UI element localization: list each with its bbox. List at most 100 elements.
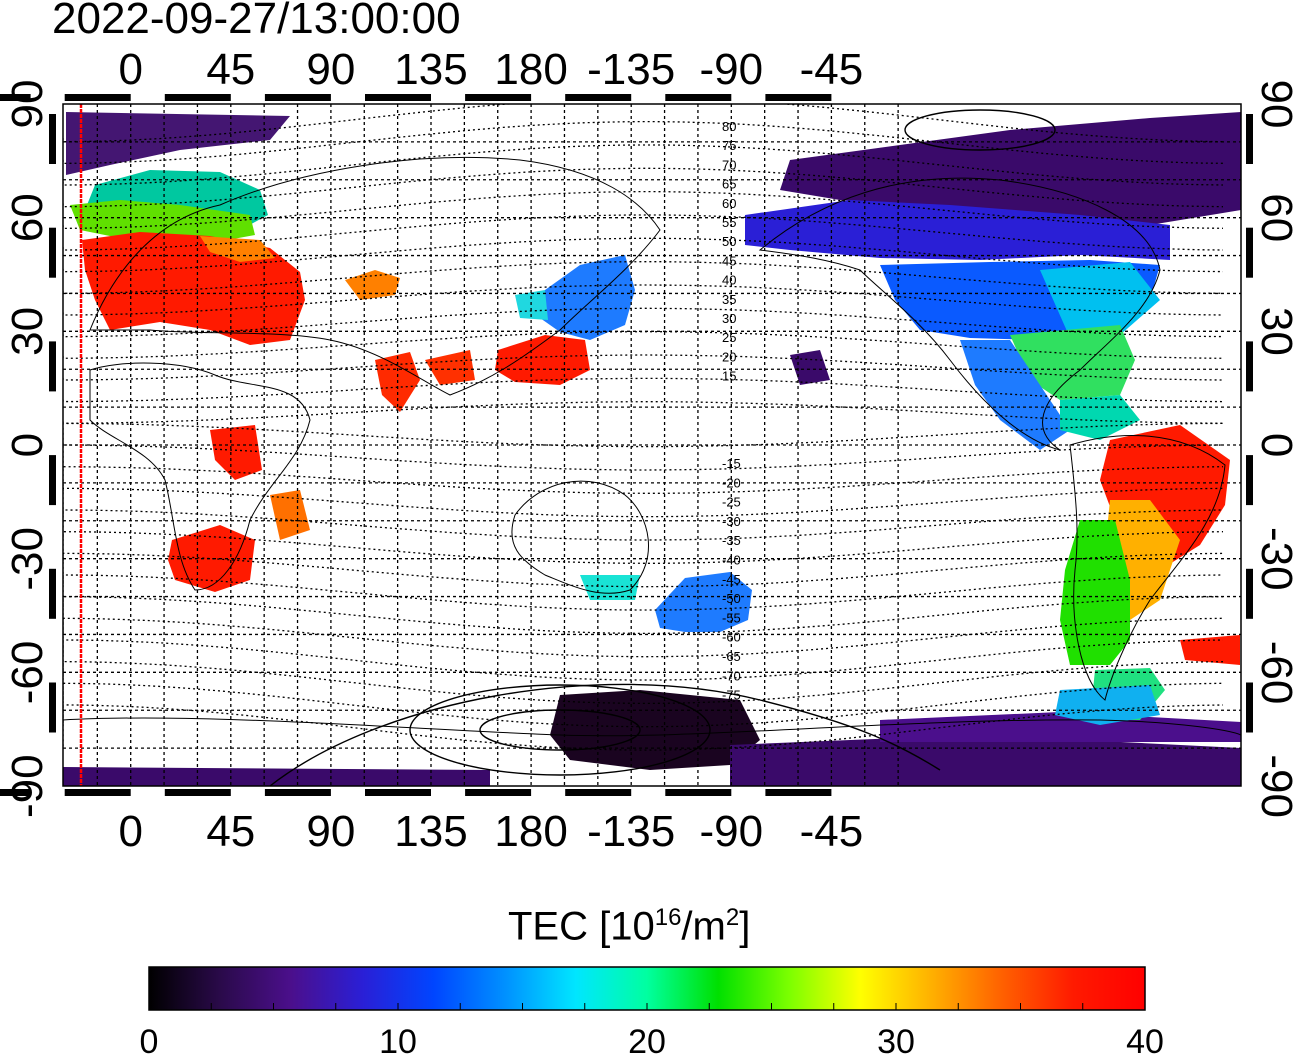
magnetic-latitude-line: [63, 531, 1224, 564]
tec-region-southern-africa: [168, 525, 255, 592]
lon-tick-label: -90: [700, 45, 764, 94]
colorbar-title-unit: /m: [681, 904, 726, 949]
frame-tick-left: [49, 682, 56, 733]
tec-region-scandinavia-green: [70, 200, 255, 245]
frame-tick-top: [465, 94, 532, 101]
frame-tick-left: [49, 227, 56, 278]
lon-axis-bottom: 0 45 90 135 180 -135 -90 -45: [118, 807, 863, 856]
magnetic-latitude-label: 60: [722, 196, 736, 211]
tec-region-madagascar: [270, 490, 310, 540]
coastline-north-america: [758, 177, 1161, 451]
frame-tick-right: [1246, 682, 1253, 733]
magnetic-latitude-label: -60: [722, 630, 741, 645]
magnetic-latitude-label: -45: [722, 572, 741, 587]
lat-tick-label: 60: [1252, 193, 1294, 242]
lon-tick-label: 45: [206, 807, 255, 856]
frame-tick-top: [64, 94, 131, 101]
lon-tick-label: 45: [206, 45, 255, 94]
lat-tick-label: 90: [1252, 80, 1294, 129]
lat-tick-label: -30: [1252, 527, 1294, 591]
magnetic-latitude-line: [63, 354, 1224, 381]
magnetic-latitude-line: [63, 487, 1224, 518]
tec-region-andes: [1060, 520, 1130, 665]
frame-tick-bottom: [164, 789, 231, 796]
coastline-south-america: [1069, 435, 1226, 701]
magnetic-latitude-label: -20: [722, 475, 741, 490]
tec-region-antarctic-band: [63, 767, 490, 786]
frame-tick-bottom: [0, 789, 31, 796]
south-polar-contour-2: [409, 684, 711, 776]
map-content: [63, 104, 1241, 786]
magnetic-latitude-label: 55: [722, 215, 736, 230]
frame-tick-right: [1246, 455, 1253, 506]
frame-tick-bottom: [465, 789, 532, 796]
lon-axis-top: 0 45 90 135 180 -135 -90 -45: [118, 45, 863, 94]
lat-tick-label: -90: [1252, 754, 1294, 818]
magnetic-latitude-label: 30: [722, 311, 736, 326]
magnetic-latitude-line: [63, 331, 1224, 359]
frame-tick-bottom: [665, 789, 732, 796]
magnetic-latitude-label: 45: [722, 253, 736, 268]
tec-region-antarctic-west: [730, 738, 1241, 786]
frame-tick-top: [164, 94, 231, 101]
colorbar-title: TEC [1016/m2]: [508, 904, 750, 949]
lat-tick-label: 0: [3, 433, 52, 457]
colorbar-title-unit-exponent: 2: [725, 904, 740, 931]
south-auroral-arc: [269, 683, 941, 786]
frame-tick-top: [0, 94, 31, 101]
frame-tick-right: [1246, 227, 1253, 278]
frame-tick-top: [565, 94, 632, 101]
frame-tick-left: [49, 114, 56, 164]
lat-tick-label: 30: [3, 307, 52, 356]
magnetic-latitude-line: [63, 682, 1224, 728]
frame-tick-left: [49, 341, 56, 392]
magnetic-latitude-labels: 80 75 70 65 60 55 50 45 40 35 30 25 20 15 -15 -20 -25 -30…: [722, 119, 741, 703]
magnetic-latitude-label: 65: [722, 177, 736, 192]
auroral-contours: [269, 109, 1056, 786]
tec-region-se-asia: [425, 350, 475, 385]
lon-tick-label: 180: [494, 807, 567, 856]
colorbar-tick-label: 30: [877, 1023, 915, 1057]
tec-region-drake: [1055, 685, 1160, 725]
colorbar-tick-label: 40: [1126, 1023, 1164, 1057]
magnetic-latitude-line: [63, 144, 1224, 186]
tec-region-africa-east: [210, 425, 262, 480]
frame-ticks: [0, 94, 1253, 796]
magnetic-latitude-line: [63, 660, 1224, 705]
frame-tick-bottom: [264, 789, 331, 796]
coastline-eurasia: [89, 156, 661, 396]
tec-region-hawaii: [790, 350, 830, 385]
magnetic-latitude-label: -30: [722, 514, 741, 529]
tec-region-north-europe-band: [66, 112, 290, 175]
magnetic-latitude-label: 50: [722, 234, 736, 249]
colorbar-tick-label: 20: [628, 1023, 666, 1057]
frame-tick-bottom: [365, 789, 431, 796]
frame-tick-left: [49, 568, 56, 619]
lat-tick-label: -30: [3, 527, 52, 591]
magnetic-latitude-contours: [63, 104, 1224, 751]
lon-tick-label: 180: [494, 45, 567, 94]
lat-tick-label: 60: [3, 193, 52, 242]
lat-tick-label: 30: [1252, 307, 1294, 356]
colorbar: [148, 966, 1146, 1011]
magnetic-latitude-label: 80: [722, 119, 736, 134]
frame-tick-top: [365, 94, 431, 101]
magnetic-latitude-line: [63, 377, 1224, 403]
frame-tick-bottom: [565, 789, 632, 796]
lat-tick-label: -60: [3, 641, 52, 705]
coastline-africa: [89, 362, 311, 591]
tec-region-new-zealand: [655, 572, 752, 632]
magnetic-latitude-label: -15: [722, 456, 741, 471]
lon-tick-label: 90: [306, 45, 355, 94]
tec-region-south-atlantic-red: [1180, 635, 1240, 665]
frame-tick-top: [665, 94, 732, 101]
tec-region-arctic-canada: [780, 112, 1241, 225]
frame-tick-right: [1246, 114, 1253, 164]
lon-tick-label: 135: [394, 807, 467, 856]
frame-tick-right: [1246, 341, 1253, 392]
magnetic-latitude-line: [63, 167, 1224, 208]
tec-regions: [63, 112, 1241, 786]
lon-tick-label: 0: [118, 45, 142, 94]
frame-tick-bottom: [64, 789, 131, 796]
colorbar-tick-label: 10: [379, 1023, 417, 1057]
